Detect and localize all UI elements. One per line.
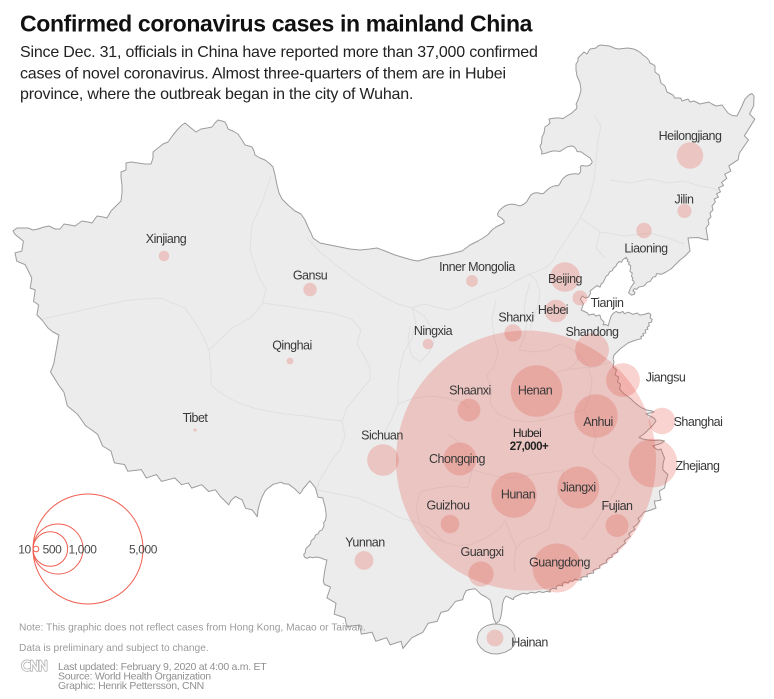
svg-text:Guizhou: Guizhou xyxy=(426,499,470,513)
svg-text:Note: This graphic does not re: Note: This graphic does not reflect case… xyxy=(19,623,366,634)
svg-text:Hunan: Hunan xyxy=(501,488,536,502)
svg-text:5,000: 5,000 xyxy=(129,543,158,557)
svg-text:Shandong: Shandong xyxy=(565,325,619,339)
svg-text:Fujian: Fujian xyxy=(601,499,633,513)
svg-text:Shanghai: Shanghai xyxy=(674,415,723,429)
svg-text:Shanxi: Shanxi xyxy=(498,311,533,325)
svg-text:Sichuan: Sichuan xyxy=(361,429,403,443)
svg-text:province, where the outbreak b: province, where the outbreak began in th… xyxy=(20,86,413,103)
svg-text:Xinjiang: Xinjiang xyxy=(146,232,187,246)
svg-text:Qinghai: Qinghai xyxy=(272,339,312,353)
svg-text:Confirmed coronavirus cases in: Confirmed coronavirus cases in mainland … xyxy=(20,11,533,37)
svg-text:Since Dec. 31, officials in Ch: Since Dec. 31, officials in China have r… xyxy=(20,44,538,61)
svg-text:Last updated: February 9, 2020: Last updated: February 9, 2020 at 4:00 a… xyxy=(58,661,267,673)
svg-text:10: 10 xyxy=(18,543,31,557)
svg-text:500: 500 xyxy=(43,543,63,557)
svg-text:Jiangsu: Jiangsu xyxy=(646,371,686,385)
svg-text:Chongqing: Chongqing xyxy=(429,452,486,466)
svg-text:Data is preliminary and subjec: Data is preliminary and subject to chang… xyxy=(19,643,209,654)
svg-text:Source: World Health Organizat: Source: World Health Organization xyxy=(58,671,211,683)
svg-text:Hainan: Hainan xyxy=(511,636,548,650)
svg-text:Ningxia: Ningxia xyxy=(414,324,453,338)
svg-text:Tibet: Tibet xyxy=(183,411,209,425)
svg-text:Liaoning: Liaoning xyxy=(624,242,668,256)
svg-text:1,000: 1,000 xyxy=(68,543,97,557)
svg-text:Tianjin: Tianjin xyxy=(591,296,624,310)
svg-text:Shaanxi: Shaanxi xyxy=(449,384,491,398)
svg-text:Yunnan: Yunnan xyxy=(345,536,385,550)
svg-text:Graphic: Henrik Pettersson, CN: Graphic: Henrik Pettersson, CNN xyxy=(58,680,204,692)
svg-text:cases of novel coronavirus. Al: cases of novel coronavirus. Almost three… xyxy=(20,66,506,83)
svg-text:Zhejiang: Zhejiang xyxy=(676,459,720,473)
svg-text:Jiangxi: Jiangxi xyxy=(560,481,595,495)
svg-text:Hubei: Hubei xyxy=(513,426,541,440)
svg-text:Gansu: Gansu xyxy=(293,269,328,283)
svg-text:Jilin: Jilin xyxy=(674,193,694,207)
svg-text:Guangxi: Guangxi xyxy=(460,545,503,559)
svg-text:Hebei: Hebei xyxy=(538,303,568,317)
svg-text:Anhui: Anhui xyxy=(583,415,612,429)
svg-text:Guangdong: Guangdong xyxy=(529,556,590,570)
svg-text:Beijing: Beijing xyxy=(548,272,583,286)
svg-text:Inner Mongolia: Inner Mongolia xyxy=(439,260,515,274)
svg-text:Heilongjiang: Heilongjiang xyxy=(659,129,722,143)
svg-text:Henan: Henan xyxy=(518,384,553,398)
svg-text:27,000+: 27,000+ xyxy=(510,441,549,453)
